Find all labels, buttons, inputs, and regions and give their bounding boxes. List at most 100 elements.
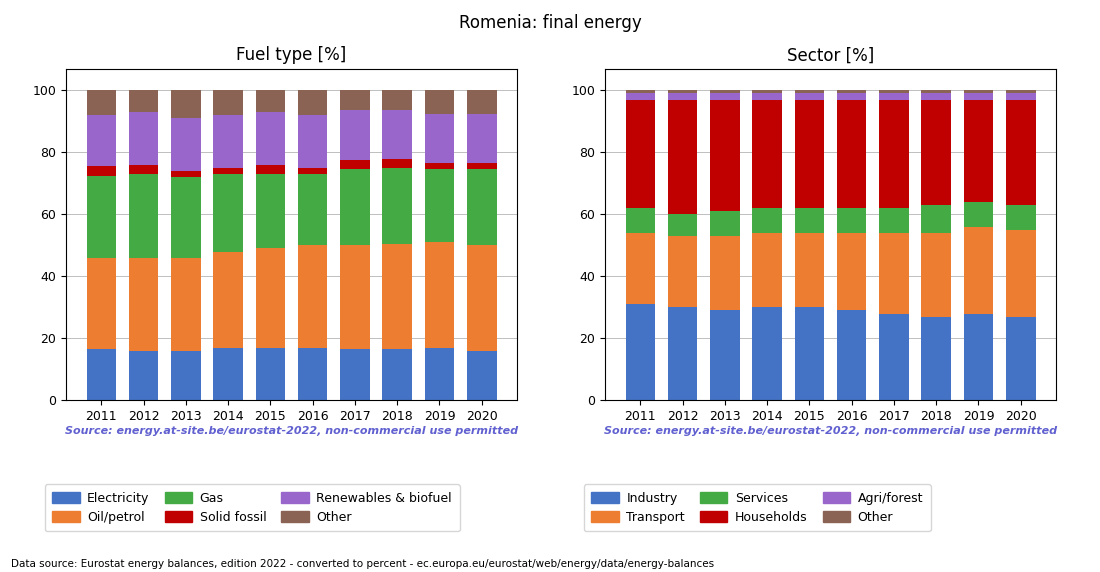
Text: Source: energy.at-site.be/eurostat-2022, non-commercial use permitted: Source: energy.at-site.be/eurostat-2022,…	[65, 426, 518, 436]
Bar	[255, 112, 285, 165]
Bar	[1005, 230, 1035, 317]
Bar	[710, 90, 739, 93]
Bar	[794, 208, 824, 233]
Bar	[837, 100, 867, 208]
Bar	[879, 208, 909, 233]
Bar	[626, 233, 656, 304]
Bar	[922, 205, 952, 233]
Bar	[964, 100, 993, 202]
Bar	[626, 90, 656, 93]
Bar	[340, 110, 370, 160]
Bar	[752, 100, 782, 208]
Bar	[425, 114, 454, 163]
Bar	[425, 169, 454, 243]
Bar	[170, 258, 200, 351]
Title: Fuel type [%]: Fuel type [%]	[236, 46, 346, 64]
Bar	[87, 115, 117, 166]
Bar	[794, 233, 824, 307]
Bar	[668, 93, 697, 100]
Bar	[922, 93, 952, 100]
Bar	[425, 243, 454, 348]
Bar	[964, 93, 993, 100]
Bar	[213, 174, 243, 252]
Bar	[383, 158, 412, 168]
Bar	[340, 245, 370, 349]
Bar	[213, 168, 243, 174]
Bar	[922, 317, 952, 400]
Bar	[466, 169, 496, 245]
Bar	[964, 313, 993, 400]
Bar	[87, 258, 117, 349]
Bar	[752, 307, 782, 400]
Bar	[752, 233, 782, 307]
Bar	[710, 236, 739, 311]
Bar	[129, 165, 158, 174]
Title: Sector [%]: Sector [%]	[786, 46, 875, 64]
Bar	[752, 93, 782, 100]
Bar	[298, 90, 328, 115]
Bar	[170, 351, 200, 400]
Bar	[668, 100, 697, 214]
Bar	[668, 90, 697, 93]
Bar	[1005, 90, 1035, 93]
Bar	[837, 311, 867, 400]
Bar	[298, 174, 328, 245]
Bar	[466, 163, 496, 169]
Bar	[668, 214, 697, 236]
Bar	[879, 313, 909, 400]
Bar	[794, 93, 824, 100]
Bar	[87, 349, 117, 400]
Bar	[383, 110, 412, 158]
Bar	[794, 90, 824, 93]
Bar	[340, 169, 370, 245]
Bar	[1005, 100, 1035, 205]
Bar	[255, 165, 285, 174]
Bar	[170, 90, 200, 118]
Bar	[129, 351, 158, 400]
Text: Romenia: final energy: Romenia: final energy	[459, 14, 641, 32]
Bar	[837, 208, 867, 233]
Bar	[922, 100, 952, 205]
Bar	[129, 90, 158, 112]
Bar	[255, 248, 285, 348]
Legend: Industry, Transport, Services, Households, Agri/forest, Other: Industry, Transport, Services, Household…	[584, 484, 931, 531]
Bar	[626, 304, 656, 400]
Bar	[752, 208, 782, 233]
Bar	[129, 174, 158, 258]
Bar	[87, 166, 117, 176]
Bar	[668, 307, 697, 400]
Bar	[383, 349, 412, 400]
Bar	[170, 118, 200, 171]
Bar	[129, 112, 158, 165]
Bar	[710, 93, 739, 100]
Bar	[710, 211, 739, 236]
Text: Source: energy.at-site.be/eurostat-2022, non-commercial use permitted: Source: energy.at-site.be/eurostat-2022,…	[604, 426, 1057, 436]
Bar	[626, 93, 656, 100]
Bar	[710, 311, 739, 400]
Bar	[794, 307, 824, 400]
Bar	[87, 176, 117, 258]
Bar	[340, 160, 370, 169]
Bar	[626, 208, 656, 233]
Bar	[213, 90, 243, 115]
Bar	[837, 93, 867, 100]
Bar	[964, 227, 993, 313]
Bar	[794, 100, 824, 208]
Bar	[922, 233, 952, 317]
Bar	[1005, 93, 1035, 100]
Bar	[129, 258, 158, 351]
Bar	[466, 114, 496, 163]
Bar	[964, 202, 993, 227]
Bar	[879, 90, 909, 93]
Bar	[340, 90, 370, 110]
Bar	[298, 168, 328, 174]
Bar	[964, 90, 993, 93]
Bar	[298, 245, 328, 348]
Bar	[466, 351, 496, 400]
Bar	[298, 115, 328, 168]
Bar	[710, 100, 739, 211]
Bar	[466, 245, 496, 351]
Bar	[922, 90, 952, 93]
Legend: Electricity, Oil/petrol, Gas, Solid fossil, Renewables & biofuel, Other: Electricity, Oil/petrol, Gas, Solid foss…	[45, 484, 460, 531]
Bar	[837, 233, 867, 311]
